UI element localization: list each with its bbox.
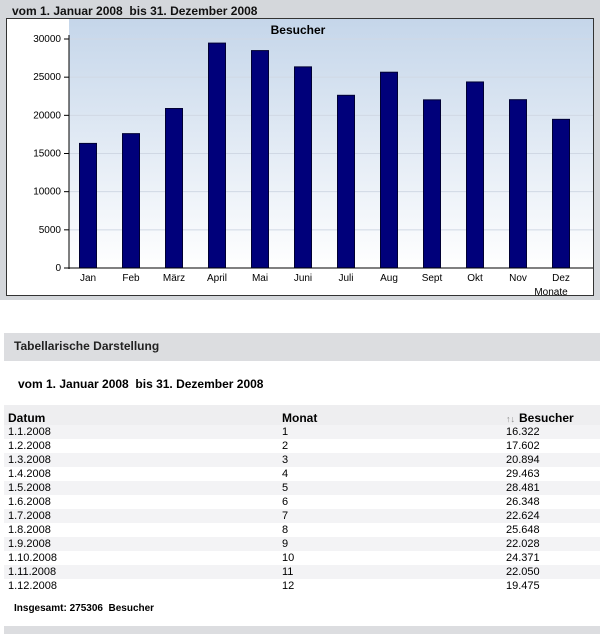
x-tick-label: Jan	[80, 273, 96, 284]
table-row: 1.3.2008 3 20.894	[4, 453, 600, 467]
cell-monat: 4	[278, 467, 502, 481]
table-row: 1.11.2008 11 22.050	[4, 565, 600, 579]
cell-datum: 1.3.2008	[4, 453, 278, 467]
table-row: 1.10.2008 10 24.371	[4, 551, 600, 565]
cell-datum: 1.11.2008	[4, 565, 278, 579]
cell-besucher: 26.348	[502, 495, 600, 509]
cell-monat: 3	[278, 453, 502, 467]
table-row: 1.8.2008 8 25.648	[4, 523, 600, 537]
cell-monat: 12	[278, 579, 502, 593]
cell-monat: 7	[278, 509, 502, 523]
cell-datum: 1.5.2008	[4, 481, 278, 495]
x-tick-label: Sept	[422, 273, 443, 284]
visitors-table: Datum Monat ↑↓ Besucher 1.1.2008 1 16.322 1.…	[4, 405, 600, 593]
x-tick-label: Feb	[122, 273, 140, 284]
x-tick-label: Dez	[552, 273, 570, 284]
y-tick-label: 10000	[33, 187, 61, 198]
bar-okt	[466, 81, 484, 269]
table-row: 1.1.2008 1 16.322	[4, 425, 600, 439]
x-tick-label: April	[207, 273, 227, 284]
visitors-bar-chart: 0 5000 10000 15000 20000 25000 30000 Jan Feb März…	[33, 19, 593, 295]
cell-monat: 8	[278, 523, 502, 537]
cell-besucher: 16.322	[502, 425, 600, 439]
cell-besucher: 22.050	[502, 565, 600, 579]
table-row: 1.4.2008 4 29.463	[4, 467, 600, 481]
cell-monat: 10	[278, 551, 502, 565]
bar-aug	[380, 71, 398, 269]
cell-datum: 1.4.2008	[4, 467, 278, 481]
y-tick-label: 5000	[39, 225, 62, 236]
cell-besucher: 17.602	[502, 439, 600, 453]
cell-besucher: 29.463	[502, 467, 600, 481]
table-row: 1.6.2008 6 26.348	[4, 495, 600, 509]
x-axis-label: Monate	[534, 287, 568, 295]
cell-datum: 1.6.2008	[4, 495, 278, 509]
plot-area	[69, 19, 593, 269]
bar-nov	[509, 99, 527, 269]
x-tick-label: März	[163, 273, 185, 284]
cell-datum: 1.8.2008	[4, 523, 278, 537]
chart-frame: 0 5000 10000 15000 20000 25000 30000 Jan Feb März…	[6, 18, 594, 296]
column-header-monat: Monat	[278, 405, 502, 425]
bar-sept	[423, 99, 441, 269]
cell-besucher: 19.475	[502, 579, 600, 593]
cell-monat: 2	[278, 439, 502, 453]
cell-datum: 1.7.2008	[4, 509, 278, 523]
cell-besucher: 22.028	[502, 537, 600, 551]
spacer	[0, 300, 600, 332]
cell-monat: 6	[278, 495, 502, 509]
cell-datum: 1.10.2008	[4, 551, 278, 565]
bottom-bar	[4, 626, 600, 634]
cell-besucher: 20.894	[502, 453, 600, 467]
bar-juli	[337, 94, 355, 269]
column-header-besucher[interactable]: ↑↓ Besucher	[502, 405, 600, 425]
table-row: 1.7.2008 7 22.624	[4, 509, 600, 523]
bar-juni	[294, 66, 312, 269]
bar-märz	[165, 108, 183, 269]
y-tick-label: 20000	[33, 110, 61, 121]
table-row: 1.12.2008 12 19.475	[4, 579, 600, 593]
x-tick-label: Nov	[509, 273, 527, 284]
x-tick-label: Aug	[380, 273, 398, 284]
y-tick-label: 15000	[33, 149, 61, 160]
y-tick-label: 0	[55, 263, 61, 274]
chart-panel: vom 1. Januar 2008 bis 31. Dezember 2008…	[0, 0, 600, 300]
x-tick-label: Okt	[467, 273, 483, 284]
table-section-title: Tabellarische Darstellung	[4, 333, 600, 361]
cell-besucher: 22.624	[502, 509, 600, 523]
y-tick-label: 30000	[33, 34, 61, 45]
bar-dez	[552, 118, 570, 269]
cell-datum: 1.1.2008	[4, 425, 278, 439]
table-row: 1.5.2008 5 28.481	[4, 481, 600, 495]
cell-monat: 5	[278, 481, 502, 495]
bar-feb	[122, 133, 140, 269]
column-header-datum: Datum	[4, 405, 278, 425]
cell-datum: 1.9.2008	[4, 537, 278, 551]
cell-besucher: 25.648	[502, 523, 600, 537]
x-tick-label: Juli	[338, 273, 353, 284]
cell-datum: 1.12.2008	[4, 579, 278, 593]
y-tick-label: 25000	[33, 72, 61, 83]
total-visitors: Insgesamt: 275306 Besucher	[14, 603, 155, 614]
cell-besucher: 28.481	[502, 481, 600, 495]
cell-datum: 1.2.2008	[4, 439, 278, 453]
cell-besucher: 24.371	[502, 551, 600, 565]
table-date-range: vom 1. Januar 2008 bis 31. Dezember 2008	[18, 377, 264, 391]
cell-monat: 9	[278, 537, 502, 551]
x-tick-label: Juni	[294, 273, 312, 284]
cell-monat: 11	[278, 565, 502, 579]
besucher-header-label: Besucher	[519, 411, 574, 425]
bar-mai	[251, 50, 269, 269]
date-range-header: vom 1. Januar 2008 bis 31. Dezember 2008	[12, 4, 258, 18]
bar-jan	[79, 142, 97, 269]
cell-monat: 1	[278, 425, 502, 439]
sort-arrows-icon[interactable]: ↑↓	[506, 414, 515, 424]
bar-april	[208, 42, 226, 269]
table-row: 1.9.2008 9 22.028	[4, 537, 600, 551]
table-header-row: Datum Monat ↑↓ Besucher	[4, 405, 600, 425]
table-row: 1.2.2008 2 17.602	[4, 439, 600, 453]
chart-title: Besucher	[271, 23, 326, 37]
x-tick-label: Mai	[252, 273, 268, 284]
